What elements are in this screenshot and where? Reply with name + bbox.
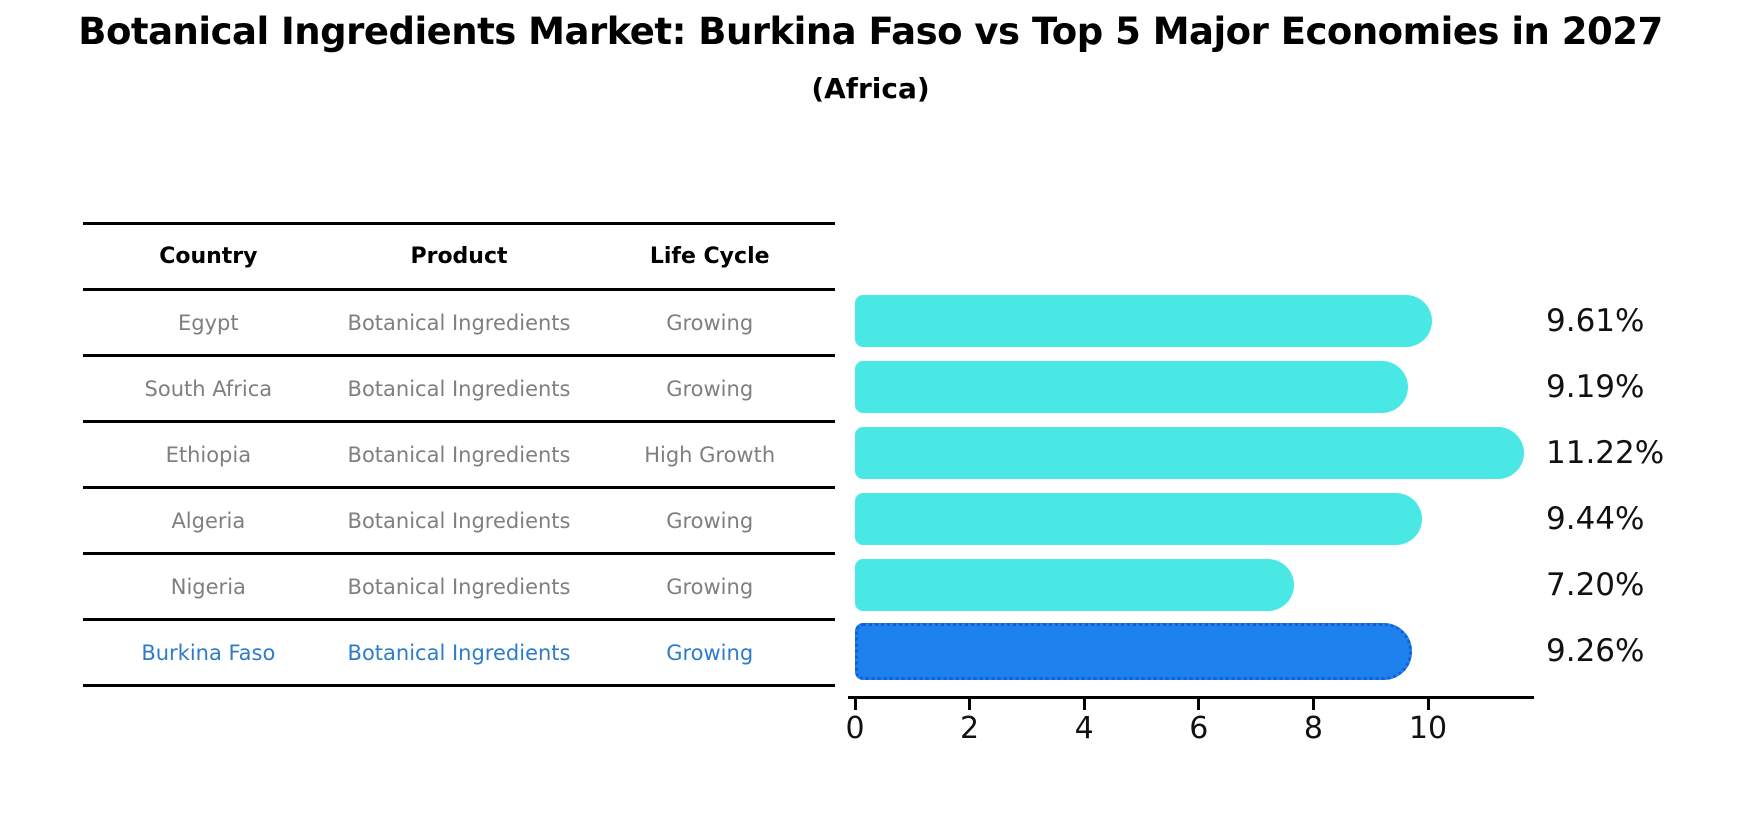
table-row: Burkina Faso Botanical Ingredients Growing [83,621,835,687]
table-header-country: Country [159,244,258,269]
bar [855,295,1432,347]
x-axis-tick [968,697,972,710]
chart-subtitle: (Africa) [811,72,930,105]
bar [855,493,1422,545]
table-cell-product: Botanical Ingredients [347,310,571,335]
x-axis-tick-label: 8 [1303,711,1323,746]
table-row: Ethiopia Botanical Ingredients High Growth [83,423,835,489]
table-row: Algeria Botanical Ingredients Growing [83,489,835,555]
table-cell-country: Nigeria [170,574,246,599]
x-axis-tick-label: 0 [845,711,865,746]
x-axis-tick [1197,697,1201,710]
x-axis-tick-label: 6 [1189,711,1209,746]
table-cell-lifecycle: Growing [666,574,754,599]
highlight-bar [855,622,1412,680]
chart-title: Botanical Ingredients Market: Burkina Fa… [78,10,1663,53]
table-header-lifecycle: Life Cycle [649,244,770,269]
table-cell-product: Botanical Ingredients [347,640,571,665]
x-axis-line [848,696,1534,699]
table-cell-lifecycle: Growing [666,376,754,401]
x-axis-tick-label: 2 [960,711,980,746]
bar [855,427,1524,479]
table-cell-product: Botanical Ingredients [347,508,571,533]
table-cell-product: Botanical Ingredients [347,376,571,401]
table-cell-product: Botanical Ingredients [347,574,571,599]
table-cell-country: Egypt [178,310,239,335]
table-cell-country: Ethiopia [165,442,252,467]
table-row: Nigeria Botanical Ingredients Growing [83,555,835,621]
table-cell-country: Burkina Faso [141,640,276,665]
table-header-row: Country Product Life Cycle [83,225,835,291]
bar-value-label: 11.22% [1546,435,1665,471]
bar-value-label: 9.61% [1546,303,1645,339]
bar-value-label: 9.19% [1546,369,1645,405]
bar-value-label: 9.26% [1546,633,1645,669]
x-axis-tick [1082,697,1086,710]
x-axis-tick [853,697,857,710]
table-cell-country: South Africa [144,376,273,401]
table-body: Egypt Botanical Ingredients Growing South A… [83,291,835,687]
x-axis-tick-label: 10 [1408,711,1448,746]
bar-value-label: 9.44% [1546,501,1645,537]
x-axis-tick [1426,697,1430,710]
table-header-product: Product [410,244,508,269]
table-row: Egypt Botanical Ingredients Growing [83,291,835,357]
table-cell-lifecycle: Growing [666,508,754,533]
table-cell-lifecycle: Growing [666,310,754,335]
table-cell-product: Botanical Ingredients [347,442,571,467]
table-row: South Africa Botanical Ingredients Growing [83,357,835,423]
bar [855,361,1408,413]
x-axis-tick-label: 4 [1074,711,1094,746]
table-cell-lifecycle: Growing [666,640,754,665]
bar [855,559,1294,611]
x-axis-tick [1311,697,1315,710]
table-cell-country: Algeria [171,508,246,533]
table-cell-lifecycle: High Growth [644,442,776,467]
comparison-table: Country Product Life Cycle Egypt Botanica… [83,222,835,687]
bar-value-label: 7.20% [1546,567,1645,603]
